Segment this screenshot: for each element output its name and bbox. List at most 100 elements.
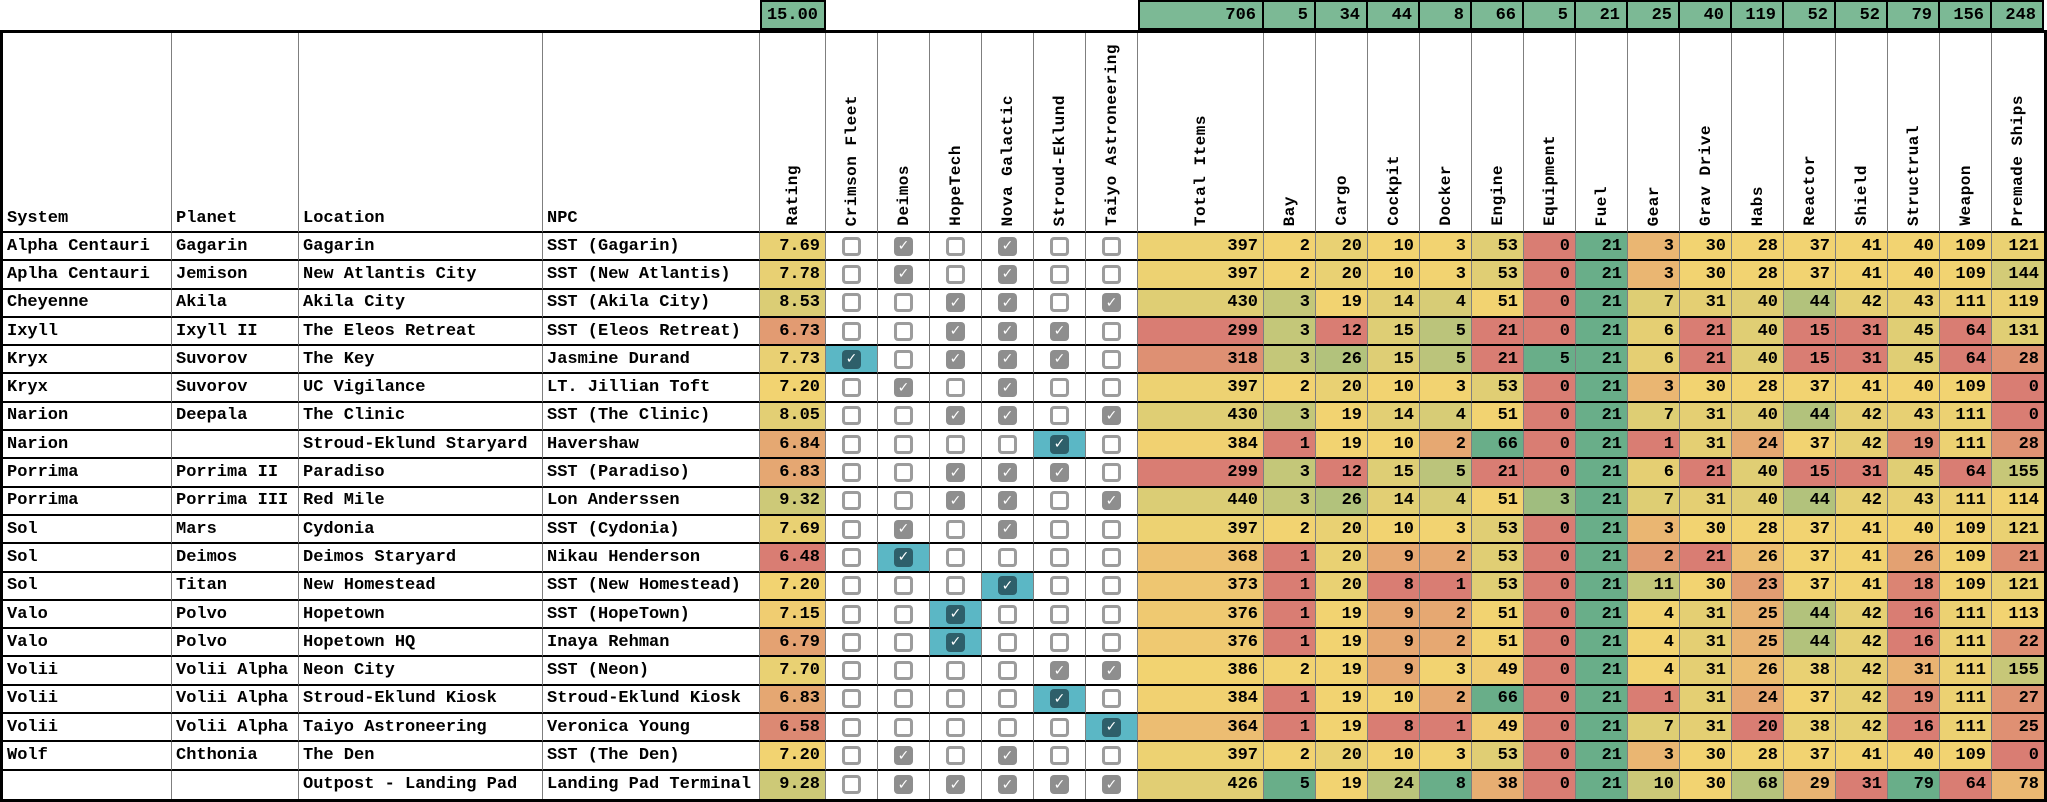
checkbox-crimson-fleet[interactable] bbox=[842, 321, 861, 341]
checkbox-hopetech[interactable]: ✓ bbox=[946, 349, 965, 369]
checkbox-crimson-fleet[interactable] bbox=[842, 236, 861, 256]
checkbox-deimos[interactable]: ✓ bbox=[894, 236, 913, 256]
checkbox-nova-galactic[interactable]: ✓ bbox=[998, 576, 1017, 596]
checkbox-taiyo-astroneering[interactable] bbox=[1102, 547, 1121, 567]
checkbox-crimson-fleet[interactable] bbox=[842, 746, 861, 766]
checkbox-hopetech[interactable] bbox=[946, 434, 965, 454]
checkbox-nova-galactic[interactable]: ✓ bbox=[998, 406, 1017, 426]
checkbox-taiyo-astroneering[interactable] bbox=[1102, 519, 1121, 539]
checkbox-taiyo-astroneering[interactable] bbox=[1102, 434, 1121, 454]
checkbox-stroud-eklund[interactable] bbox=[1050, 378, 1069, 398]
checkbox-taiyo-astroneering[interactable] bbox=[1102, 264, 1121, 284]
checkbox-crimson-fleet[interactable] bbox=[842, 689, 861, 709]
checkbox-deimos[interactable]: ✓ bbox=[894, 264, 913, 284]
checkbox-stroud-eklund[interactable] bbox=[1050, 406, 1069, 426]
checkbox-deimos[interactable] bbox=[894, 491, 913, 511]
checkbox-nova-galactic[interactable]: ✓ bbox=[998, 463, 1017, 483]
checkbox-hopetech[interactable] bbox=[946, 378, 965, 398]
checkbox-nova-galactic[interactable]: ✓ bbox=[998, 321, 1017, 341]
checkbox-stroud-eklund[interactable] bbox=[1050, 236, 1069, 256]
checkbox-crimson-fleet[interactable] bbox=[842, 378, 861, 398]
checkbox-crimson-fleet[interactable] bbox=[842, 604, 861, 624]
checkbox-taiyo-astroneering[interactable]: ✓ bbox=[1102, 293, 1121, 313]
checkbox-stroud-eklund[interactable] bbox=[1050, 632, 1069, 652]
checkbox-nova-galactic[interactable]: ✓ bbox=[998, 236, 1017, 256]
checkbox-hopetech[interactable] bbox=[946, 689, 965, 709]
checkbox-hopetech[interactable]: ✓ bbox=[946, 321, 965, 341]
checkbox-nova-galactic[interactable]: ✓ bbox=[998, 519, 1017, 539]
checkbox-hopetech[interactable] bbox=[946, 661, 965, 681]
checkbox-crimson-fleet[interactable] bbox=[842, 491, 861, 511]
checkbox-crimson-fleet[interactable] bbox=[842, 632, 861, 652]
checkbox-crimson-fleet[interactable] bbox=[842, 463, 861, 483]
checkbox-hopetech[interactable] bbox=[946, 746, 965, 766]
checkbox-stroud-eklund[interactable] bbox=[1050, 576, 1069, 596]
checkbox-hopetech[interactable] bbox=[946, 547, 965, 567]
checkbox-hopetech[interactable] bbox=[946, 717, 965, 737]
checkbox-crimson-fleet[interactable]: ✓ bbox=[842, 349, 861, 369]
checkbox-crimson-fleet[interactable] bbox=[842, 264, 861, 284]
checkbox-crimson-fleet[interactable] bbox=[842, 717, 861, 737]
checkbox-nova-galactic[interactable] bbox=[998, 547, 1017, 567]
checkbox-nova-galactic[interactable]: ✓ bbox=[998, 775, 1017, 795]
checkbox-taiyo-astroneering[interactable]: ✓ bbox=[1102, 717, 1121, 737]
checkbox-stroud-eklund[interactable] bbox=[1050, 264, 1069, 284]
checkbox-taiyo-astroneering[interactable] bbox=[1102, 689, 1121, 709]
checkbox-deimos[interactable]: ✓ bbox=[894, 746, 913, 766]
checkbox-deimos[interactable] bbox=[894, 717, 913, 737]
checkbox-taiyo-astroneering[interactable] bbox=[1102, 349, 1121, 369]
checkbox-hopetech[interactable]: ✓ bbox=[946, 463, 965, 483]
checkbox-crimson-fleet[interactable] bbox=[842, 576, 861, 596]
checkbox-hopetech[interactable]: ✓ bbox=[946, 775, 965, 795]
checkbox-taiyo-astroneering[interactable] bbox=[1102, 378, 1121, 398]
checkbox-stroud-eklund[interactable] bbox=[1050, 293, 1069, 313]
checkbox-nova-galactic[interactable] bbox=[998, 632, 1017, 652]
checkbox-deimos[interactable]: ✓ bbox=[894, 378, 913, 398]
checkbox-deimos[interactable] bbox=[894, 463, 913, 483]
checkbox-crimson-fleet[interactable] bbox=[842, 519, 861, 539]
checkbox-hopetech[interactable] bbox=[946, 519, 965, 539]
checkbox-taiyo-astroneering[interactable] bbox=[1102, 746, 1121, 766]
checkbox-stroud-eklund[interactable]: ✓ bbox=[1050, 321, 1069, 341]
checkbox-taiyo-astroneering[interactable]: ✓ bbox=[1102, 661, 1121, 681]
checkbox-hopetech[interactable]: ✓ bbox=[946, 406, 965, 426]
checkbox-deimos[interactable] bbox=[894, 434, 913, 454]
checkbox-taiyo-astroneering[interactable]: ✓ bbox=[1102, 491, 1121, 511]
checkbox-stroud-eklund[interactable]: ✓ bbox=[1050, 775, 1069, 795]
checkbox-crimson-fleet[interactable] bbox=[842, 434, 861, 454]
checkbox-crimson-fleet[interactable] bbox=[842, 406, 861, 426]
checkbox-stroud-eklund[interactable] bbox=[1050, 491, 1069, 511]
checkbox-nova-galactic[interactable] bbox=[998, 661, 1017, 681]
checkbox-deimos[interactable] bbox=[894, 661, 913, 681]
checkbox-nova-galactic[interactable]: ✓ bbox=[998, 746, 1017, 766]
checkbox-stroud-eklund[interactable] bbox=[1050, 746, 1069, 766]
checkbox-stroud-eklund[interactable] bbox=[1050, 717, 1069, 737]
checkbox-stroud-eklund[interactable]: ✓ bbox=[1050, 661, 1069, 681]
checkbox-hopetech[interactable]: ✓ bbox=[946, 604, 965, 624]
checkbox-nova-galactic[interactable]: ✓ bbox=[998, 293, 1017, 313]
checkbox-crimson-fleet[interactable] bbox=[842, 547, 861, 567]
checkbox-nova-galactic[interactable]: ✓ bbox=[998, 491, 1017, 511]
checkbox-taiyo-astroneering[interactable] bbox=[1102, 463, 1121, 483]
checkbox-deimos[interactable]: ✓ bbox=[894, 519, 913, 539]
checkbox-deimos[interactable]: ✓ bbox=[894, 547, 913, 567]
checkbox-hopetech[interactable]: ✓ bbox=[946, 293, 965, 313]
checkbox-nova-galactic[interactable]: ✓ bbox=[998, 264, 1017, 284]
checkbox-hopetech[interactable] bbox=[946, 236, 965, 256]
checkbox-stroud-eklund[interactable] bbox=[1050, 547, 1069, 567]
checkbox-taiyo-astroneering[interactable] bbox=[1102, 236, 1121, 256]
checkbox-hopetech[interactable]: ✓ bbox=[946, 632, 965, 652]
checkbox-hopetech[interactable] bbox=[946, 264, 965, 284]
checkbox-deimos[interactable]: ✓ bbox=[894, 775, 913, 795]
checkbox-stroud-eklund[interactable] bbox=[1050, 604, 1069, 624]
checkbox-hopetech[interactable]: ✓ bbox=[946, 491, 965, 511]
checkbox-crimson-fleet[interactable] bbox=[842, 293, 861, 313]
checkbox-deimos[interactable] bbox=[894, 576, 913, 596]
checkbox-nova-galactic[interactable] bbox=[998, 717, 1017, 737]
checkbox-taiyo-astroneering[interactable] bbox=[1102, 632, 1121, 652]
checkbox-taiyo-astroneering[interactable] bbox=[1102, 604, 1121, 624]
checkbox-deimos[interactable] bbox=[894, 321, 913, 341]
checkbox-deimos[interactable] bbox=[894, 604, 913, 624]
checkbox-crimson-fleet[interactable] bbox=[842, 775, 861, 795]
checkbox-crimson-fleet[interactable] bbox=[842, 661, 861, 681]
